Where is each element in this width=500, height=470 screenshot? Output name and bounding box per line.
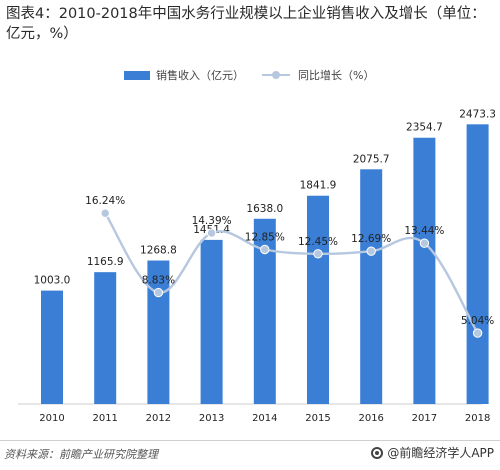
x-tick-2017: 2017 [412,413,437,424]
growth-label-2014: 12.85% [245,232,285,244]
chart-legend: 销售收入（亿元） 同比增长（%） [0,66,500,86]
x-tick-2018: 2018 [465,413,490,424]
brand-logo-icon [371,446,384,459]
legend-line-label: 同比增长（%） [298,69,375,82]
growth-point-2013 [206,228,217,238]
growth-label-2015: 12.45% [298,236,338,248]
growth-label-2012: 8.83% [142,275,175,287]
x-tick-2011: 2011 [92,413,117,424]
bar-label-2010: 1003.0 [34,275,71,287]
chart-title: 图表4：2010-2018年中国水务行业规模以上企业销售收入及增长（单位：亿元，… [6,6,486,42]
bar-label-2014: 1638.0 [246,203,283,215]
bar-2011 [94,272,117,404]
bar-label-2015: 1841.9 [300,180,337,192]
x-tick-2016: 2016 [358,413,383,424]
bar-2013 [200,239,223,404]
growth-point-2016 [366,246,376,256]
bar-label-2017: 2354.7 [406,122,443,134]
growth-point-2015 [313,249,323,259]
bar-2010 [41,290,63,404]
brand-text: @前瞻经济学人APP [387,446,494,460]
legend-bar-swatch [124,70,150,80]
growth-label-2013: 14.39% [192,215,232,227]
growth-label-2016: 12.69% [351,233,391,245]
x-tick-2013: 2013 [199,413,224,424]
x-tick-2010: 2010 [39,413,64,424]
footer-divider [0,440,500,441]
bar-2016 [360,169,383,404]
growth-point-2018 [472,328,483,338]
x-tick-2014: 2014 [252,413,277,424]
bar-label-2016: 2075.7 [353,153,390,165]
legend-item-bar: 销售收入（亿元） [124,66,244,84]
legend-line-swatch [262,70,290,80]
growth-point-2012 [153,287,164,298]
source-note: 资料来源：前瞻产业研究院整理 [4,448,158,461]
bar-2012 [147,260,170,404]
bar-2015 [307,195,329,404]
combo-chart: 1003.020101165.920111268.820121451.42013… [18,108,496,424]
legend-item-line: 同比增长（%） [262,66,374,84]
bar-label-2018: 2473.3 [459,108,496,120]
bar-label-2012: 1268.8 [140,245,177,257]
growth-point-2017 [419,238,430,248]
x-tick-2015: 2015 [305,413,330,424]
bar-label-2011: 1165.9 [87,256,124,268]
growth-label-2018: 5.04% [461,315,494,327]
growth-point-2011 [100,208,110,218]
bar-2017 [413,137,436,404]
x-tick-2012: 2012 [146,413,171,424]
legend-bar-label: 销售收入（亿元） [156,69,244,82]
growth-point-2014 [260,244,270,255]
brand-credit: @前瞻经济学人APP [371,444,494,461]
growth-label-2011: 16.24% [85,195,125,207]
bar-2014 [253,218,276,404]
growth-label-2017: 13.44% [404,225,444,237]
bar-2018 [466,124,489,404]
